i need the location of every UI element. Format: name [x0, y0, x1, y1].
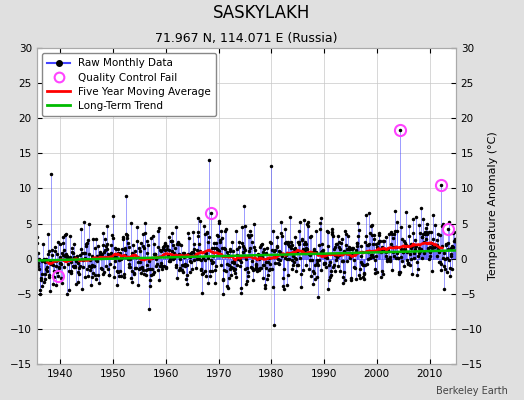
Legend: Raw Monthly Data, Quality Control Fail, Five Year Moving Average, Long-Term Tren: Raw Monthly Data, Quality Control Fail, …	[42, 53, 216, 116]
Text: SASKYLAKH: SASKYLAKH	[213, 4, 311, 22]
Title: 71.967 N, 114.071 E (Russia): 71.967 N, 114.071 E (Russia)	[155, 32, 337, 46]
Text: Berkeley Earth: Berkeley Earth	[436, 386, 508, 396]
Y-axis label: Temperature Anomaly (°C): Temperature Anomaly (°C)	[488, 132, 498, 280]
